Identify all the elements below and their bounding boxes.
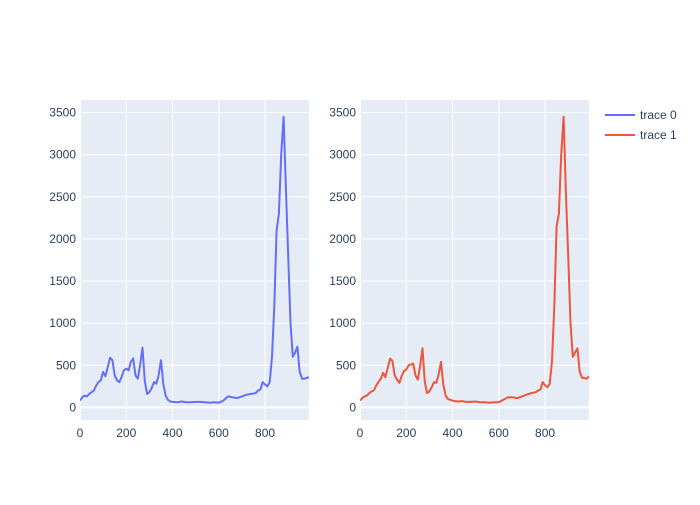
series-line-trace-0 [80, 115, 309, 404]
x-tick-label: 800 [255, 426, 275, 440]
y-tick-label: 2500 [49, 190, 76, 204]
x-tick-label: 200 [116, 426, 136, 440]
subplot-1: 0 200 400 600 800 0 500 1000 1500 2000 2500 3000 350… [49, 100, 309, 440]
legend: trace 0 trace 1 [605, 108, 677, 142]
y-tick-label: 1500 [49, 274, 76, 288]
y-tick-label: 0 [349, 400, 356, 414]
x-tick-label: 0 [357, 426, 364, 440]
series-line-trace-1 [360, 115, 589, 404]
x-tick-label: 600 [489, 426, 509, 440]
y-tick-label: 0 [69, 400, 76, 414]
legend-item[interactable]: trace 0 [605, 108, 677, 122]
y-tick-label: 500 [56, 358, 76, 372]
y-tick-label: 3000 [49, 148, 76, 162]
y-tick-label: 3500 [329, 106, 356, 120]
y-tick-label: 3500 [49, 106, 76, 120]
y-tick-label: 1000 [329, 316, 356, 330]
y-tick-label: 1000 [49, 316, 76, 330]
subplot-2: 0 200 400 600 800 0 500 1000 1500 2000 2500 3000 350… [329, 100, 589, 440]
x-tick-label: 800 [535, 426, 555, 440]
y-tick-label: 1500 [329, 274, 356, 288]
y-tick-label: 2000 [329, 232, 356, 246]
x-tick-label: 0 [77, 426, 84, 440]
y-tick-label: 3000 [329, 148, 356, 162]
x-tick-label: 600 [209, 426, 229, 440]
x-tick-label: 400 [163, 426, 183, 440]
x-tick-label: 200 [396, 426, 416, 440]
y-tick-label: 2500 [329, 190, 356, 204]
legend-label: trace 0 [640, 108, 677, 122]
legend-item[interactable]: trace 1 [605, 128, 677, 142]
y-tick-label: 500 [336, 358, 356, 372]
y-tick-label: 2000 [49, 232, 76, 246]
legend-label: trace 1 [640, 128, 677, 142]
x-tick-label: 400 [443, 426, 463, 440]
